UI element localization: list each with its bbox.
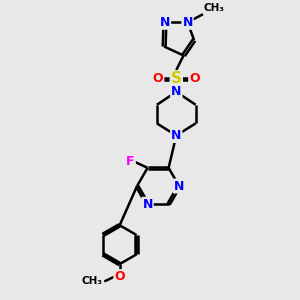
Text: O: O bbox=[153, 72, 164, 86]
Text: CH₃: CH₃ bbox=[204, 3, 225, 14]
Text: CH₃: CH₃ bbox=[81, 277, 102, 286]
Text: O: O bbox=[114, 270, 125, 283]
Text: S: S bbox=[171, 71, 182, 86]
Text: N: N bbox=[171, 129, 181, 142]
Text: N: N bbox=[182, 16, 193, 29]
Text: N: N bbox=[160, 16, 170, 29]
Text: O: O bbox=[189, 72, 200, 86]
Text: N: N bbox=[171, 85, 181, 98]
Text: N: N bbox=[142, 198, 153, 211]
Text: N: N bbox=[174, 179, 184, 193]
Text: F: F bbox=[126, 155, 135, 168]
